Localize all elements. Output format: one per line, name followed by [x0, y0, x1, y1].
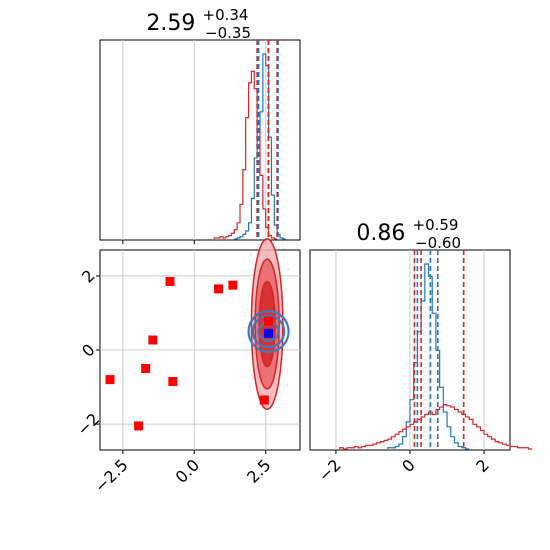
sample-dot	[250, 253, 252, 256]
title-value: 0.86	[356, 221, 405, 246]
title-lower-error: −0.35	[205, 24, 251, 42]
marker-square	[141, 364, 151, 374]
sample-dot	[286, 384, 288, 386]
marker-square	[105, 375, 115, 385]
marker-square	[228, 280, 238, 290]
title-upper-error: +0.59	[413, 216, 459, 234]
histogram-step-line	[387, 263, 470, 450]
sample-dot	[273, 239, 276, 242]
marker-points	[105, 276, 274, 431]
marker-square	[165, 276, 175, 286]
x-tick-label: −2	[315, 455, 345, 485]
histogram-marks	[122, 40, 286, 244]
title-value: 2.59	[146, 11, 195, 36]
sample-dot	[282, 248, 285, 250]
histogram-marks	[335, 250, 533, 454]
y-tick-label: 0	[78, 340, 99, 361]
marginal-panel-param-1: 2.59 +0.34 −0.35	[99, 5, 301, 244]
marker-square	[134, 421, 144, 431]
sample-dot	[273, 231, 276, 234]
x-tick-label: 0	[398, 455, 419, 476]
contour-level-blue	[251, 314, 286, 349]
x-tick-labels: −2 0 2	[315, 455, 493, 485]
sample-dot	[247, 307, 249, 310]
joint-panel-param-1-vs-2: −2.5 0.0 2.5 −2 0 2	[73, 188, 302, 496]
sample-dot	[281, 358, 284, 361]
x-tick-label: −2.5	[91, 455, 132, 496]
marker-square	[148, 335, 158, 345]
x-tick-labels: −2.5 0.0 2.5	[91, 450, 275, 496]
y-tick-labels: −2 0 2	[73, 266, 103, 440]
sample-dot	[281, 369, 284, 372]
title-lower-error: −0.60	[415, 234, 461, 252]
marker-square	[264, 328, 274, 338]
sample-dot	[287, 268, 290, 271]
histogram-step-line	[339, 404, 533, 450]
title-upper-error: +0.34	[203, 6, 249, 24]
grid-lines	[122, 40, 267, 240]
y-tick-label: −2	[73, 409, 103, 439]
marker-square	[259, 395, 269, 405]
marker-square	[264, 316, 274, 326]
panel-frame	[99, 39, 301, 241]
sample-dot	[261, 188, 264, 191]
x-tick-label: 0.0	[172, 455, 203, 486]
histogram-step-line	[213, 70, 278, 240]
marker-square	[168, 376, 178, 386]
panel-title-param-2: 0.86 +0.59 −0.60	[356, 215, 463, 252]
panel-title-param-1: 2.59 +0.34 −0.35	[146, 5, 253, 42]
sample-dot	[250, 384, 252, 387]
contour-level-blue	[247, 310, 290, 353]
marker-square	[214, 284, 224, 294]
sample-dot	[281, 232, 283, 235]
y-tick-label: 2	[78, 266, 99, 287]
sample-dot	[248, 204, 251, 207]
x-tick-label: 2.5	[243, 455, 274, 486]
x-tick-label: 2	[472, 455, 493, 476]
sample-dot	[299, 307, 302, 310]
marginal-panel-param-2: −2 0 2 0.86 +0.59 −0.60	[309, 215, 533, 486]
sample-dot	[276, 248, 278, 251]
